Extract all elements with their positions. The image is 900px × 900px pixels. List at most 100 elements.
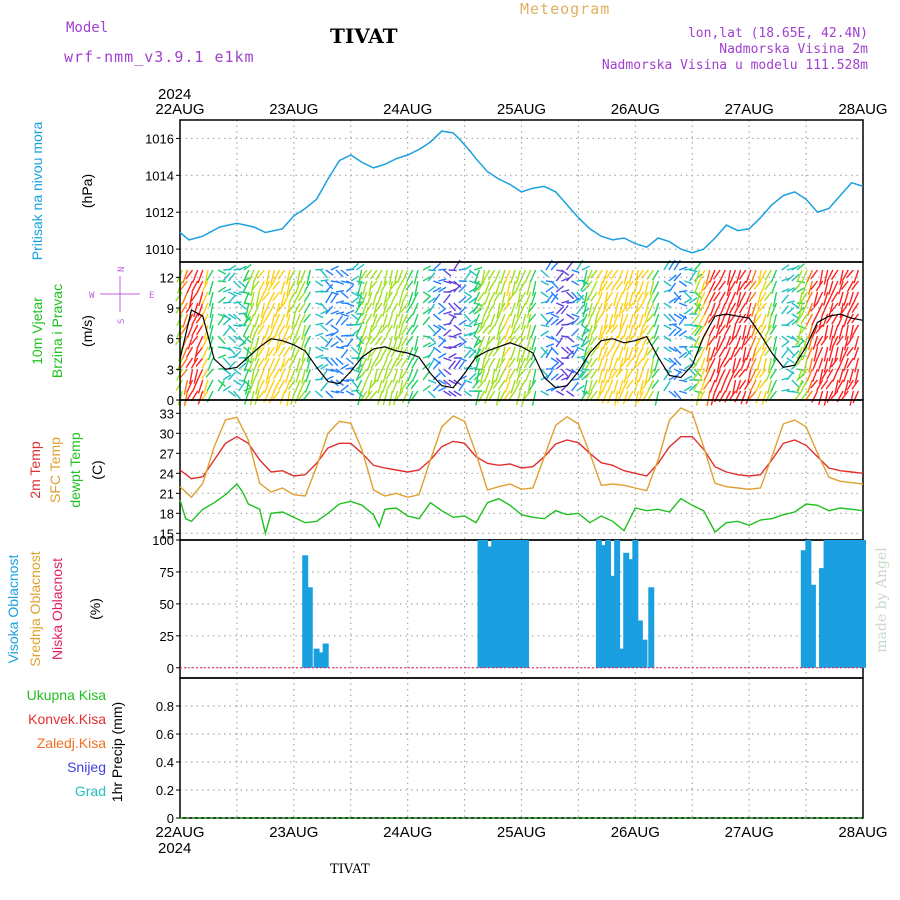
wind-arrow: [489, 313, 496, 328]
wind-arrow: [330, 330, 339, 337]
wind-arrow: [315, 268, 324, 271]
wind-arrow: [325, 337, 333, 348]
y-tick-label: 100: [152, 533, 174, 548]
wind-arrow: [197, 269, 204, 284]
wind-arrow: [354, 302, 363, 314]
wind-arrow: [306, 346, 312, 363]
wind-arrow: [851, 379, 860, 390]
wind-arrow: [736, 291, 742, 307]
wind-arrow: [432, 328, 441, 337]
wind-arrow: [642, 346, 650, 361]
wind-arrow: [527, 379, 532, 396]
wind-arrow: [636, 302, 644, 313]
wind-arrow: [638, 313, 644, 328]
wind-arrow: [636, 335, 644, 346]
wind-arrow: [846, 280, 854, 293]
wind-arrow: [373, 368, 378, 385]
wind-arrow: [277, 346, 286, 358]
wind-arrow: [233, 324, 242, 328]
wind-arrow: [249, 335, 255, 351]
wind-arrow: [335, 300, 345, 304]
wind-arrow: [820, 335, 829, 346]
wind-arrow: [540, 349, 549, 359]
wind-arrow: [797, 324, 803, 340]
wind-arrow: [330, 310, 339, 315]
cloud-bars: [302, 540, 866, 668]
wind-arrow: [834, 379, 839, 395]
wind-arrow: [397, 346, 404, 361]
wind-arrow: [186, 379, 194, 393]
wind-arrow: [849, 324, 855, 340]
wind-arrow: [528, 302, 537, 313]
wind-arrow: [589, 390, 598, 401]
wind-arrow: [526, 280, 532, 296]
wind-arrow: [360, 357, 368, 370]
wind-arrow: [254, 390, 260, 405]
wind-arrow: [325, 305, 334, 315]
wind-arrow: [443, 368, 452, 376]
wind-arrow: [222, 374, 232, 381]
wind-arrow: [673, 272, 682, 282]
wind-arrow: [264, 324, 271, 339]
wind-arrow: [834, 346, 839, 362]
wind-arrow: [843, 357, 849, 372]
wind-arrow: [482, 324, 491, 334]
wind-arrow: [405, 302, 414, 314]
wind-arrow: [367, 346, 373, 361]
wind-arrow: [315, 378, 324, 381]
wind-arrow: [583, 269, 588, 285]
wind-arrow: [678, 368, 688, 373]
wind-arrow: [508, 368, 516, 380]
wind-arrow: [183, 390, 189, 407]
y-tick-label: 75: [160, 565, 174, 580]
wind-arrow: [274, 324, 281, 338]
wind-arrow: [605, 324, 614, 335]
wind-arrow: [253, 368, 260, 382]
wind-arrow: [724, 368, 732, 382]
wind-arrow: [746, 324, 752, 339]
wind-arrow: [185, 357, 194, 368]
wind-arrow: [472, 302, 480, 313]
wind-arrow: [762, 357, 767, 373]
wind-arrow: [264, 346, 271, 361]
wind-arrow: [345, 280, 355, 286]
wind-arrow: [838, 368, 844, 384]
wind-arrow: [560, 269, 570, 276]
wind-arrow: [468, 280, 478, 285]
wind-arrow: [376, 368, 383, 382]
wind-arrow: [185, 269, 194, 280]
wind-arrow: [622, 324, 629, 339]
wind-arrow: [190, 335, 199, 346]
wind-arrow: [376, 280, 383, 294]
wind-arrow: [828, 302, 834, 318]
wind-arrow: [380, 335, 388, 346]
wind-arrow: [297, 390, 306, 401]
wind-arrow: [601, 302, 609, 316]
wind-arrow: [303, 390, 311, 400]
wind-arrow: [540, 368, 549, 377]
wind-arrow: [724, 346, 732, 360]
wind-arrow: [473, 283, 482, 293]
wind-arrow: [800, 390, 808, 402]
wind-arrow-field: [175, 259, 860, 407]
wind-arrow: [207, 357, 214, 371]
wind-arrow: [832, 368, 839, 382]
wind-arrow: [728, 280, 737, 292]
wind-arrow: [448, 379, 457, 385]
wind-arrow: [822, 291, 829, 306]
wind-arrow: [508, 390, 516, 401]
wind-arrow: [372, 291, 378, 307]
wind-arrow: [477, 280, 486, 292]
wind-arrow: [201, 368, 209, 380]
wind-arrow: [438, 286, 447, 293]
wind-arrow: [693, 280, 701, 294]
wind-arrow: [243, 390, 250, 405]
wind-arrow: [633, 280, 639, 295]
wind-arrow: [301, 368, 306, 384]
wind-arrow: [649, 280, 655, 296]
wind-arrow: [598, 324, 604, 340]
wind-arrow: [738, 368, 747, 378]
wind-arrow: [632, 291, 639, 306]
wind-arrow: [268, 324, 276, 338]
wind-arrow: [688, 270, 697, 282]
